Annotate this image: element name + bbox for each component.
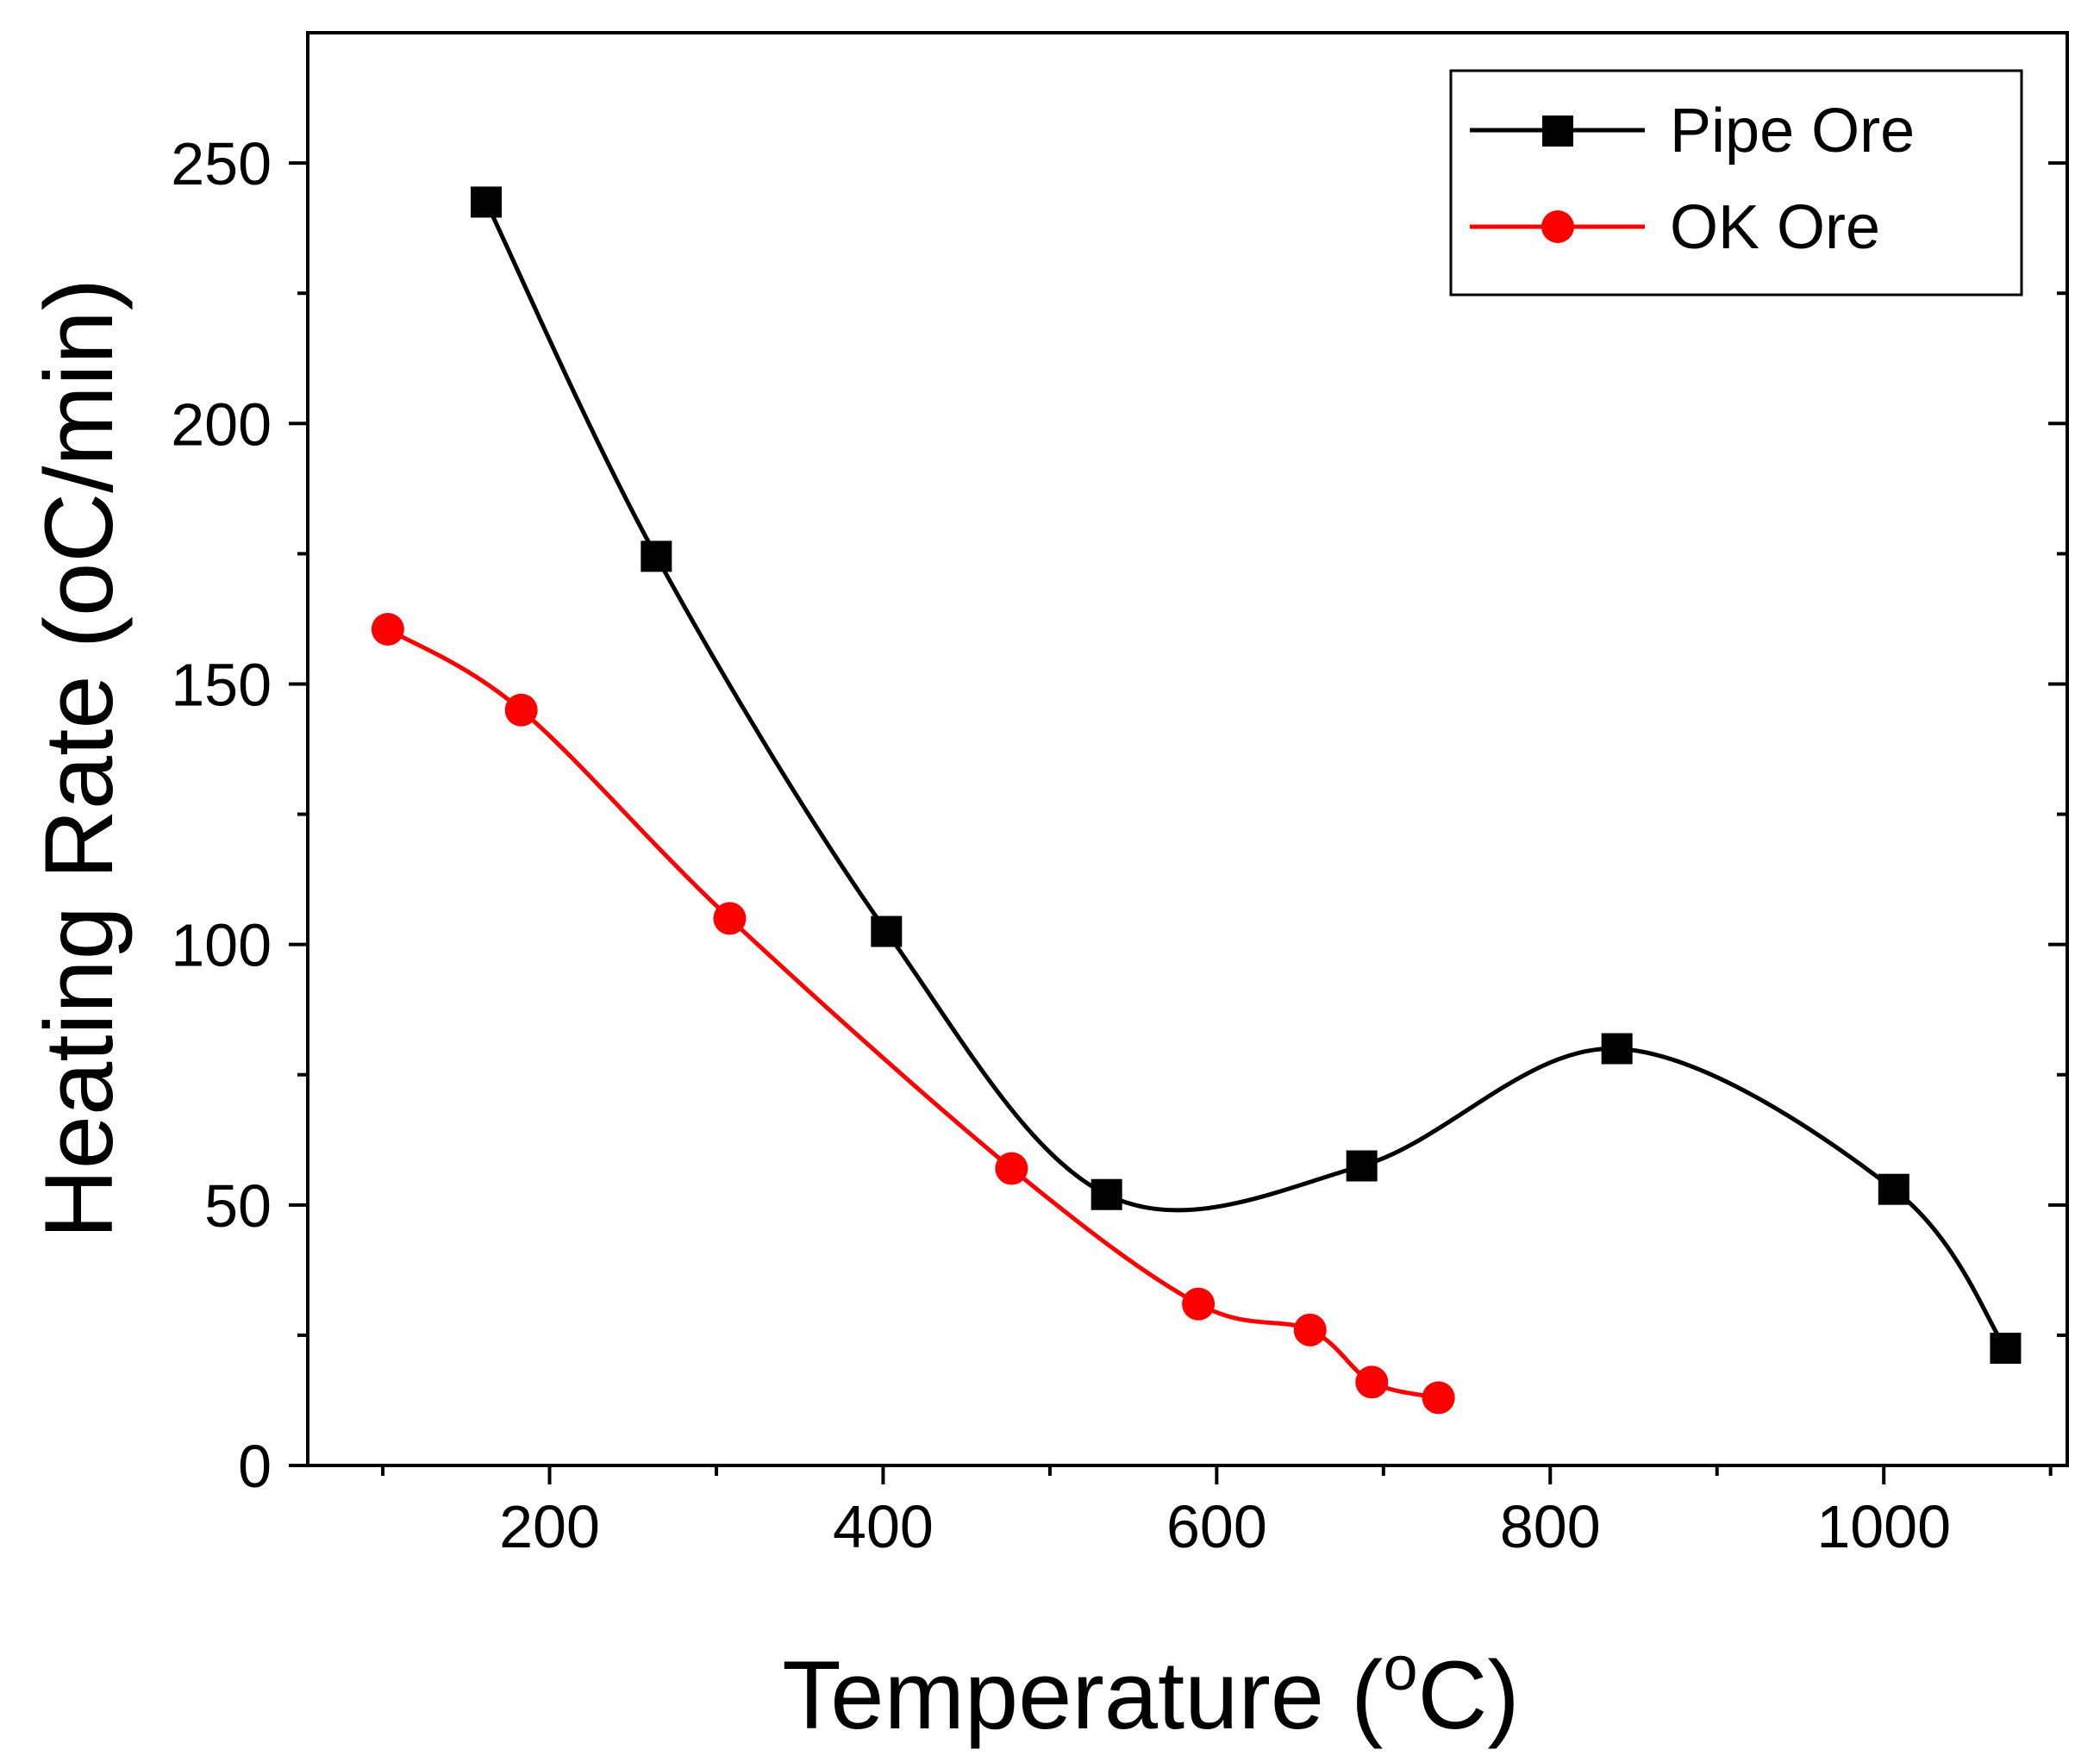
y-tick-label: 100 [171, 912, 272, 979]
data-point-pipe-ore [1990, 1333, 2022, 1365]
y-tick-label: 150 [171, 651, 272, 718]
data-point-pipe-ore [871, 915, 903, 947]
y-axis-title-text: Heating Rate ( [25, 616, 133, 1239]
data-point-ok-ore [1355, 1365, 1389, 1399]
x-tick-label: 200 [499, 1493, 600, 1560]
x-tick-label: 600 [1166, 1493, 1267, 1560]
legend-label-pipe-ore: Pipe Ore [1670, 97, 1915, 166]
data-point-pipe-ore [641, 540, 672, 572]
legend-box [1449, 69, 2023, 297]
data-point-ok-ore [713, 902, 747, 935]
data-point-pipe-ore [1601, 1033, 1633, 1065]
y-axis-title-tail: C/min) [25, 278, 133, 563]
data-point-pipe-ore [1346, 1150, 1378, 1182]
legend-marker-ok-ore [1541, 210, 1574, 243]
plot-frame [306, 31, 2069, 1467]
data-point-ok-ore [1293, 1313, 1327, 1346]
data-point-ok-ore [371, 612, 404, 646]
data-point-ok-ore [504, 693, 538, 727]
y-tick-label: 0 [238, 1433, 272, 1500]
data-point-ok-ore [1422, 1381, 1455, 1415]
y-tick-label: 250 [171, 130, 272, 197]
y-tick-label: 200 [171, 391, 272, 458]
x-axis-title-text: Temperature ( [782, 1641, 1383, 1749]
x-tick-label: 1000 [1816, 1493, 1951, 1560]
x-axis-title-sup: o [1383, 1634, 1417, 1703]
axes-layer [306, 31, 2069, 1467]
y-axis-title-deg: o [25, 563, 133, 616]
data-point-ok-ore [1182, 1287, 1216, 1321]
y-tick-label: 50 [204, 1172, 272, 1240]
data-point-pipe-ore [1878, 1173, 1909, 1205]
x-tick-label: 800 [1500, 1493, 1601, 1560]
legend-label-ok-ore: OK Ore [1670, 193, 1880, 262]
series-line-pipe-ore [484, 201, 2008, 1350]
tick-layer: 200 400 600 800 1000 0 50 100 150 200 250 [171, 130, 2067, 1560]
legend-marker-pipe-ore [1542, 116, 1573, 147]
x-axis-title: Temperature (oC) [782, 1634, 1519, 1749]
legend: Pipe Ore OK Ore [1449, 69, 2023, 297]
data-point-pipe-ore [471, 186, 503, 218]
x-axis-title-tail: C) [1418, 1641, 1520, 1749]
data-point-pipe-ore [1091, 1178, 1122, 1210]
data-point-ok-ore [995, 1152, 1028, 1185]
series-line-ok-ore [386, 627, 1440, 1400]
series-layer [371, 186, 2022, 1415]
y-axis-title: Heating Rate (oC/min) [25, 278, 133, 1239]
x-tick-label: 400 [833, 1493, 934, 1560]
